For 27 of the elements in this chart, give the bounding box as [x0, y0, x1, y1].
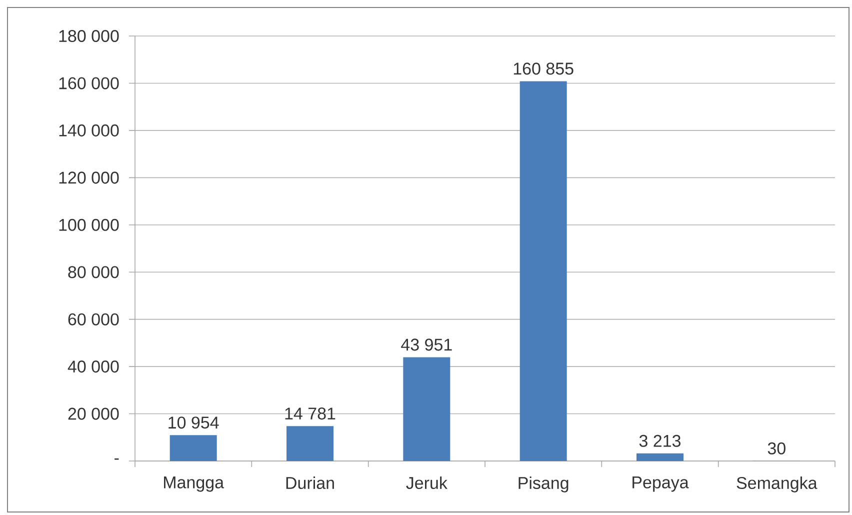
data-label: 14 781 [285, 408, 336, 420]
y-tick-label: 80 000 [68, 266, 119, 278]
data-label: 3 213 [639, 434, 680, 447]
data-label: 43 951 [401, 338, 452, 351]
y-tick-label: 20 000 [68, 408, 119, 420]
y-tick-label: - [114, 458, 119, 460]
y-tick-label: 40 000 [68, 360, 119, 373]
y-tick-label: 180 000 [59, 30, 119, 42]
data-label: 160 855 [514, 62, 574, 75]
x-tick-label: Pisang [518, 476, 568, 492]
bar [170, 435, 217, 461]
y-tick-label: 120 000 [59, 172, 119, 184]
bar [520, 81, 567, 461]
data-label: 10 954 [168, 416, 219, 429]
x-tick-label: Jeruk [406, 476, 448, 490]
x-tick-label: Mangga [164, 476, 224, 492]
y-tick-label: 160 000 [59, 77, 119, 90]
bar [286, 426, 334, 461]
y-tick-label: 140 000 [59, 124, 119, 136]
data-label: 30 [768, 442, 786, 454]
x-tick-label: Semangka [736, 476, 818, 492]
y-tick-label: 60 000 [68, 313, 119, 326]
bar [403, 357, 450, 461]
y-tick-label: 100 000 [59, 218, 119, 231]
x-tick-label: Pepaya [632, 476, 689, 492]
bar [636, 453, 684, 461]
x-tick-label: Durian [286, 476, 334, 490]
